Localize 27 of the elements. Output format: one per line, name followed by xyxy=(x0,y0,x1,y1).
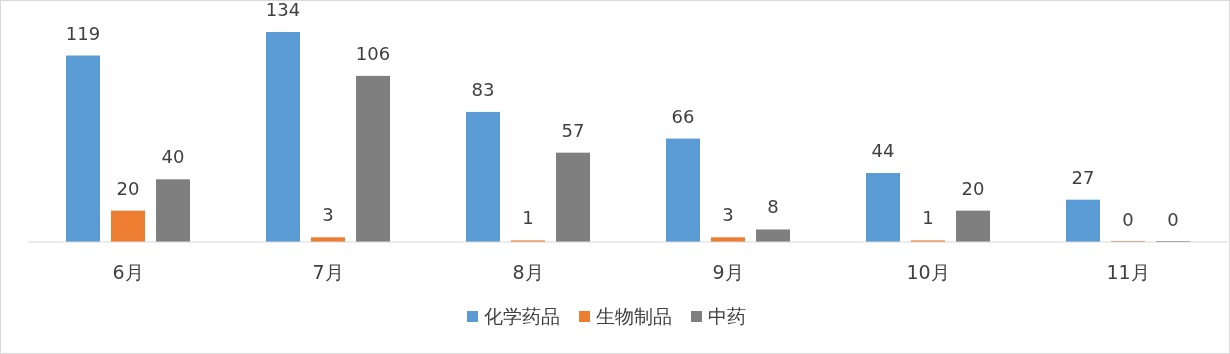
data-label: 0 xyxy=(1167,209,1179,230)
data-label: 44 xyxy=(871,140,895,162)
data-label: 3 xyxy=(722,204,734,226)
data-label: 40 xyxy=(161,146,185,168)
x-tick-label: 9月 xyxy=(712,261,744,283)
data-label: 66 xyxy=(671,105,695,127)
x-tick-label: 11月 xyxy=(1106,261,1150,283)
data-label: 1 xyxy=(922,207,934,229)
data-label: 57 xyxy=(561,119,585,141)
x-tick-label: 6月 xyxy=(112,261,144,283)
legend-label: 化学药品 xyxy=(484,305,560,327)
data-label: 20 xyxy=(961,177,985,199)
data-label: 0 xyxy=(1122,209,1134,230)
data-label: 106 xyxy=(355,42,391,64)
data-label: 119 xyxy=(65,22,101,44)
legend-label: 生物制品 xyxy=(596,305,672,327)
data-label: 83 xyxy=(471,78,495,100)
data-label: 134 xyxy=(265,0,301,20)
data-label: 20 xyxy=(116,177,140,199)
legend-label: 中药 xyxy=(708,305,746,327)
x-tick-label: 10月 xyxy=(906,261,950,283)
data-label: 1 xyxy=(522,207,534,229)
x-tick-label: 7月 xyxy=(312,261,344,283)
x-tick-label: 8月 xyxy=(512,261,544,283)
data-label: 3 xyxy=(322,204,334,226)
data-label: 8 xyxy=(767,196,779,218)
data-label: 27 xyxy=(1071,166,1095,188)
